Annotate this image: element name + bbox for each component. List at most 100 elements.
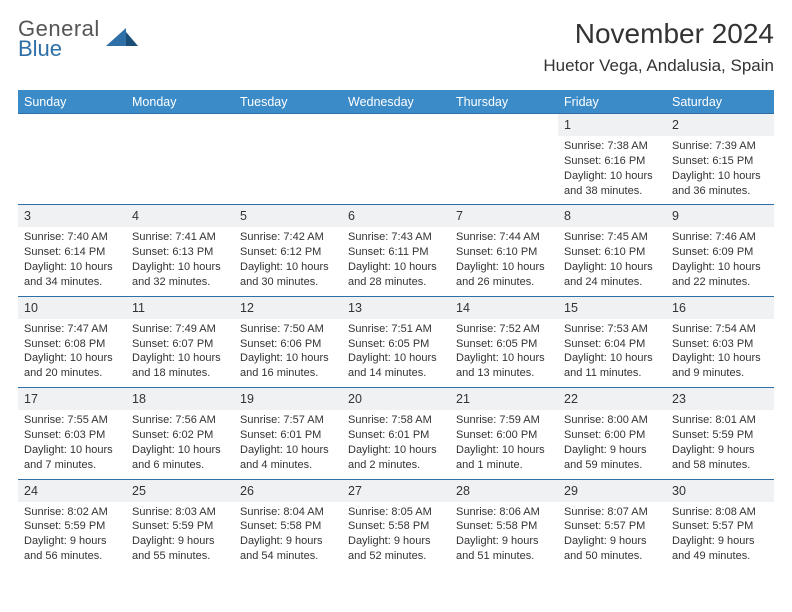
day-number-row: 15 [558, 297, 666, 319]
day-details: Sunrise: 7:51 AMSunset: 6:05 PMDaylight:… [348, 322, 444, 381]
calendar: SundayMondayTuesdayWednesdayThursdayFrid… [18, 90, 774, 570]
week-row: 10 Sunrise: 7:47 AMSunset: 6:08 PMDayligh… [18, 296, 774, 387]
day-number-row: 22 [558, 388, 666, 410]
day-number: 6 [348, 209, 355, 223]
day-number-row: 20 [342, 388, 450, 410]
day-number-row: 1 [558, 114, 666, 136]
day-details: Sunrise: 8:06 AMSunset: 5:58 PMDaylight:… [456, 505, 552, 564]
day-number: 3 [24, 209, 31, 223]
day-number: 4 [132, 209, 139, 223]
day-number: 16 [672, 301, 686, 315]
day-number-row: 28 [450, 480, 558, 502]
day-cell: 14 Sunrise: 7:52 AMSunset: 6:05 PMDayligh… [450, 297, 558, 387]
day-number: 11 [132, 301, 145, 315]
day-cell [18, 114, 126, 204]
day-cell [234, 114, 342, 204]
day-number-row: 13 [342, 297, 450, 319]
header: General Blue November 2024 Huetor Vega, … [18, 18, 774, 76]
day-number-row: 30 [666, 480, 774, 502]
day-number: 2 [672, 118, 679, 132]
day-details: Sunrise: 8:07 AMSunset: 5:57 PMDaylight:… [564, 505, 660, 564]
day-number-row: 7 [450, 205, 558, 227]
day-number-row: 21 [450, 388, 558, 410]
day-number-row: 24 [18, 480, 126, 502]
day-cell: 21Sunrise: 7:59 AMSunset: 6:00 PMDayligh… [450, 388, 558, 478]
day-details: Sunrise: 7:39 AMSunset: 6:15 PMDaylight:… [672, 139, 768, 198]
week-row: 3Sunrise: 7:40 AMSunset: 6:14 PMDaylight… [18, 204, 774, 295]
day-details: Sunrise: 7:45 AMSunset: 6:10 PMDaylight:… [564, 230, 660, 289]
month-title: November 2024 [543, 18, 774, 50]
day-number: 15 [564, 301, 578, 315]
day-number: 18 [132, 392, 146, 406]
day-details: Sunrise: 7:54 AMSunset: 6:03 PMDaylight:… [672, 322, 768, 381]
weekday-header: Saturday [666, 90, 774, 113]
day-cell: 2 Sunrise: 7:39 AMSunset: 6:15 PMDaylight… [666, 114, 774, 204]
day-number: 10 [24, 301, 38, 315]
day-number-row: 11 [126, 297, 234, 319]
day-details: Sunrise: 8:00 AMSunset: 6:00 PMDaylight:… [564, 413, 660, 472]
day-cell: 29 Sunrise: 8:07 AMSunset: 5:57 PMDayligh… [558, 480, 666, 570]
day-number-row: 25 [126, 480, 234, 502]
day-cell: 8Sunrise: 7:45 AMSunset: 6:10 PMDaylight… [558, 205, 666, 295]
day-number: 24 [24, 484, 38, 498]
title-block: November 2024 Huetor Vega, Andalusia, Sp… [543, 18, 774, 76]
day-cell: 17 Sunrise: 7:55 AMSunset: 6:03 PMDayligh… [18, 388, 126, 478]
weekday-header: Wednesday [342, 90, 450, 113]
day-number: 22 [564, 392, 578, 406]
day-number-row: 23 [666, 388, 774, 410]
day-number-row: 29 [558, 480, 666, 502]
day-cell: 25 Sunrise: 8:03 AMSunset: 5:59 PMDayligh… [126, 480, 234, 570]
weekday-header: Tuesday [234, 90, 342, 113]
day-number-row: 10 [18, 297, 126, 319]
day-details: Sunrise: 8:03 AMSunset: 5:59 PMDaylight:… [132, 505, 228, 564]
day-number: 25 [132, 484, 146, 498]
day-number: 27 [348, 484, 362, 498]
day-details: Sunrise: 7:50 AMSunset: 6:06 PMDaylight:… [240, 322, 336, 381]
day-details: Sunrise: 8:04 AMSunset: 5:58 PMDaylight:… [240, 505, 336, 564]
day-cell: 10 Sunrise: 7:47 AMSunset: 6:08 PMDayligh… [18, 297, 126, 387]
day-details: Sunrise: 7:52 AMSunset: 6:05 PMDaylight:… [456, 322, 552, 381]
day-cell: 6 Sunrise: 7:43 AMSunset: 6:11 PMDaylight… [342, 205, 450, 295]
day-number: 14 [456, 301, 470, 315]
day-number: 13 [348, 301, 362, 315]
day-number-row: 5 [234, 205, 342, 227]
day-details: Sunrise: 7:49 AMSunset: 6:07 PMDaylight:… [132, 322, 228, 381]
day-number: 12 [240, 301, 254, 315]
weekday-header: Monday [126, 90, 234, 113]
day-number: 20 [348, 392, 362, 406]
day-number-row: 16 [666, 297, 774, 319]
day-cell: 9Sunrise: 7:46 AMSunset: 6:09 PMDaylight… [666, 205, 774, 295]
day-details: Sunrise: 7:47 AMSunset: 6:08 PMDaylight:… [24, 322, 120, 381]
day-number: 21 [456, 392, 470, 406]
day-number: 23 [672, 392, 686, 406]
day-number: 26 [240, 484, 254, 498]
day-cell: 19Sunrise: 7:57 AMSunset: 6:01 PMDayligh… [234, 388, 342, 478]
day-cell: 23Sunrise: 8:01 AMSunset: 5:59 PMDayligh… [666, 388, 774, 478]
day-cell: 13 Sunrise: 7:51 AMSunset: 6:05 PMDayligh… [342, 297, 450, 387]
day-details: Sunrise: 7:55 AMSunset: 6:03 PMDaylight:… [24, 413, 120, 472]
day-number: 30 [672, 484, 686, 498]
day-cell: 30 Sunrise: 8:08 AMSunset: 5:57 PMDayligh… [666, 480, 774, 570]
logo-blue: Blue [18, 38, 100, 60]
day-number-row: 18 [126, 388, 234, 410]
logo: General Blue [18, 18, 140, 60]
day-cell: 11 Sunrise: 7:49 AMSunset: 6:07 PMDayligh… [126, 297, 234, 387]
day-number-row: 6 [342, 205, 450, 227]
day-number-row: 9 [666, 205, 774, 227]
day-number-row: 19 [234, 388, 342, 410]
day-details: Sunrise: 7:53 AMSunset: 6:04 PMDaylight:… [564, 322, 660, 381]
day-details: Sunrise: 7:58 AMSunset: 6:01 PMDaylight:… [348, 413, 444, 472]
logo-triangle-icon [106, 24, 140, 55]
day-details: Sunrise: 7:43 AMSunset: 6:11 PMDaylight:… [348, 230, 444, 289]
day-details: Sunrise: 7:41 AMSunset: 6:13 PMDaylight:… [132, 230, 228, 289]
day-cell: 15 Sunrise: 7:53 AMSunset: 6:04 PMDayligh… [558, 297, 666, 387]
day-cell: 3Sunrise: 7:40 AMSunset: 6:14 PMDaylight… [18, 205, 126, 295]
day-number: 5 [240, 209, 247, 223]
day-cell: 28 Sunrise: 8:06 AMSunset: 5:58 PMDayligh… [450, 480, 558, 570]
week-row: 24Sunrise: 8:02 AMSunset: 5:59 PMDayligh… [18, 479, 774, 570]
day-details: Sunrise: 8:08 AMSunset: 5:57 PMDaylight:… [672, 505, 768, 564]
week-row: 17 Sunrise: 7:55 AMSunset: 6:03 PMDayligh… [18, 387, 774, 478]
day-cell: 12 Sunrise: 7:50 AMSunset: 6:06 PMDayligh… [234, 297, 342, 387]
day-cell [342, 114, 450, 204]
day-number-row: 17 [18, 388, 126, 410]
